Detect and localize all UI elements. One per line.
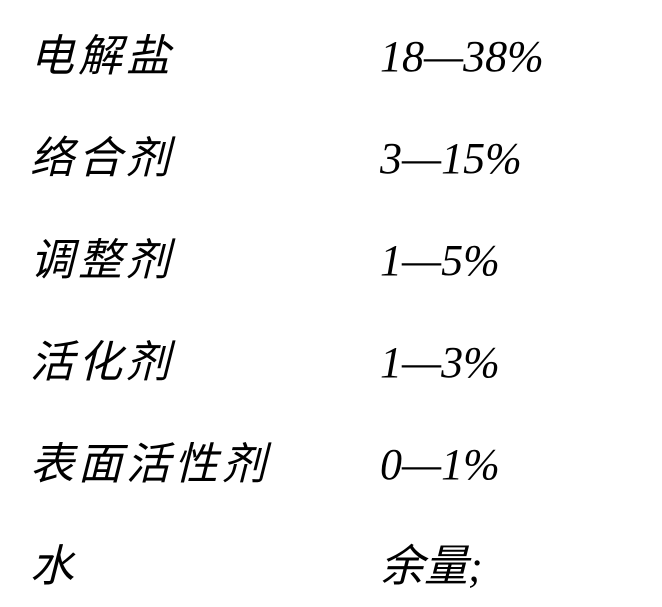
composition-row: 电解盐 18—38% [30, 20, 632, 84]
component-value: 0—1% [380, 439, 500, 490]
component-name: 表面活性剂 [30, 428, 380, 492]
composition-row: 活化剂 1—3% [30, 326, 632, 390]
component-name: 水 [30, 530, 380, 594]
component-value: 1—3% [380, 337, 500, 388]
component-value: 3—15% [380, 133, 522, 184]
component-name: 电解盐 [30, 20, 380, 84]
component-name: 调整剂 [30, 224, 380, 288]
composition-row: 络合剂 3—15% [30, 122, 632, 186]
composition-row: 水 余量; [30, 530, 632, 594]
component-value: 余量; [380, 530, 483, 594]
composition-row: 调整剂 1—5% [30, 224, 632, 288]
component-value: 1—5% [380, 235, 500, 286]
composition-row: 表面活性剂 0—1% [30, 428, 632, 492]
component-name: 络合剂 [30, 122, 380, 186]
component-value: 18—38% [380, 31, 544, 82]
component-name: 活化剂 [30, 326, 380, 390]
composition-list: 电解盐 18—38% 络合剂 3—15% 调整剂 1—5% 活化剂 1—3% 表… [30, 20, 632, 594]
